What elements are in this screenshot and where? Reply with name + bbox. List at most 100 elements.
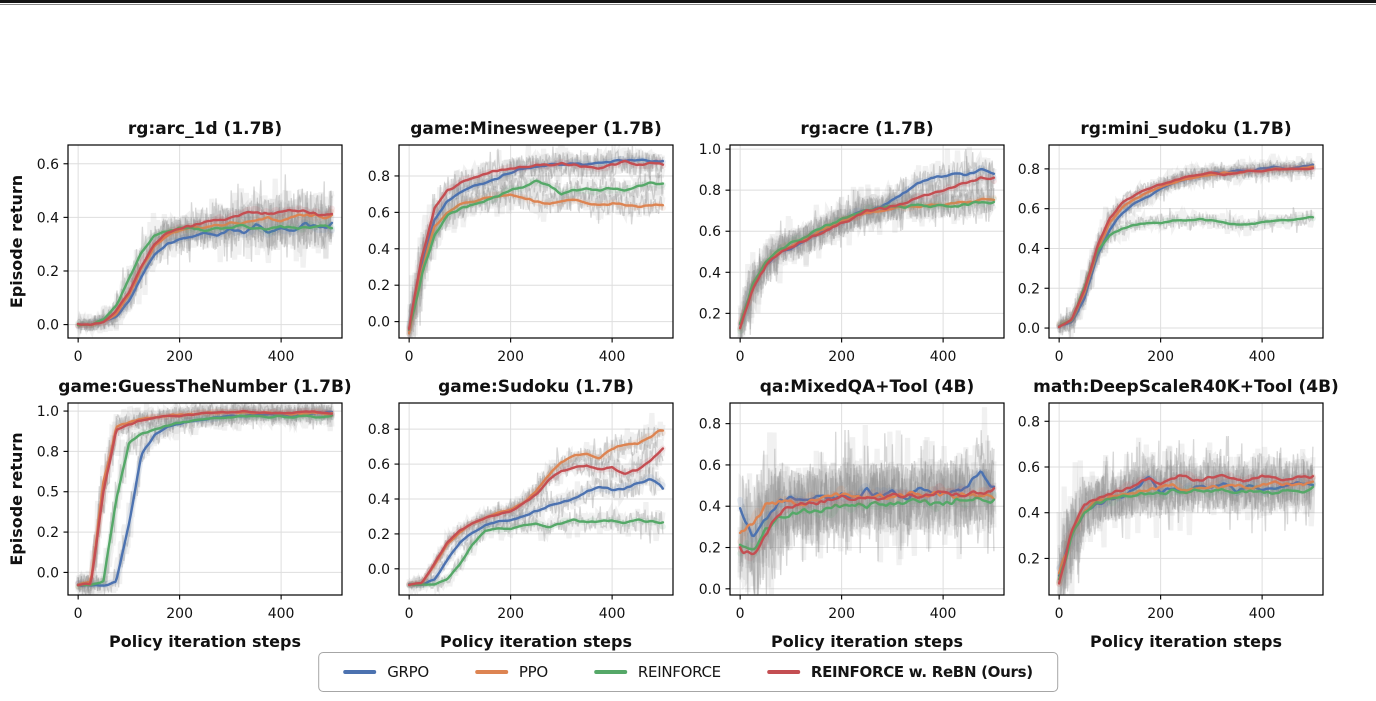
svg-text:0.2: 0.2 bbox=[699, 541, 721, 557]
series-line-rebn bbox=[76, 409, 334, 587]
svg-text:0.5: 0.5 bbox=[37, 485, 59, 501]
legend-item-reinforce: REINFORCE bbox=[593, 663, 721, 681]
svg-text:400: 400 bbox=[1249, 606, 1276, 622]
series-line-rebn bbox=[738, 176, 996, 330]
svg-text:0: 0 bbox=[74, 606, 83, 622]
noise-band bbox=[408, 426, 664, 590]
x-axis-label: Policy iteration steps bbox=[1090, 632, 1282, 651]
plot-spines bbox=[1048, 402, 1324, 596]
gridlines bbox=[399, 403, 673, 595]
tick-labels: 0.2 0.4 0.6 0.8 0 200 400 bbox=[1018, 414, 1276, 622]
svg-text:0.2: 0.2 bbox=[368, 527, 390, 543]
series-line-reinforce bbox=[407, 179, 665, 331]
svg-text:0: 0 bbox=[736, 349, 745, 365]
svg-text:0.8: 0.8 bbox=[368, 169, 390, 185]
svg-text:0.8: 0.8 bbox=[1018, 162, 1040, 178]
noise-band bbox=[1058, 435, 1314, 595]
noise-band bbox=[1058, 158, 1314, 336]
chart-game-minesweeper-1-7b-: 0.0 0.2 0.4 0.6 0.8 0 200 400 game:Minesweeper (… bbox=[368, 119, 674, 365]
legend-label-ppo: PPO bbox=[518, 663, 548, 681]
svg-text:0.0: 0.0 bbox=[37, 318, 59, 334]
svg-text:0.6: 0.6 bbox=[368, 205, 390, 221]
noise-band bbox=[737, 146, 996, 337]
series-line-ppo bbox=[407, 193, 665, 335]
noise-band bbox=[739, 149, 995, 337]
series-line-reinforce bbox=[1057, 215, 1315, 329]
noise-band bbox=[408, 441, 664, 591]
plot-spines bbox=[1048, 144, 1324, 339]
legend-label-grpo: GRPO bbox=[387, 663, 429, 681]
svg-text:0.0: 0.0 bbox=[37, 565, 59, 581]
ppo-line-swatch-icon bbox=[474, 670, 508, 674]
chart-title: game:Sudoku (1.7B) bbox=[438, 377, 634, 397]
y-axis-label: Episode return bbox=[7, 432, 26, 565]
noise-band bbox=[739, 177, 995, 335]
svg-text:200: 200 bbox=[166, 606, 193, 622]
legend: GRPO PPO REINFORCE REINFORCE w. ReBN (Ou… bbox=[318, 652, 1058, 692]
svg-text:0.4: 0.4 bbox=[368, 492, 390, 508]
noise-band bbox=[737, 437, 997, 593]
chart-game-sudoku-1-7b-: 0.0 0.2 0.4 0.6 0.8 0 200 400 game:Sudoku (1.7B)… bbox=[368, 377, 674, 651]
plot-area bbox=[1056, 152, 1316, 338]
chart-math-deepscaler40k-tool-4b-: 0.2 0.4 0.6 0.8 0 200 400 math:DeepScaleR40K+To… bbox=[1018, 377, 1339, 651]
rebn-line-swatch-icon bbox=[766, 670, 800, 674]
svg-text:400: 400 bbox=[268, 606, 295, 622]
svg-text:0.2: 0.2 bbox=[699, 306, 721, 322]
noise-band bbox=[1056, 445, 1316, 595]
noise-band bbox=[737, 437, 997, 595]
svg-text:0: 0 bbox=[405, 606, 414, 622]
svg-text:200: 200 bbox=[166, 349, 193, 365]
reinforce-line-swatch-icon bbox=[593, 670, 627, 674]
series-line-reinforce bbox=[737, 196, 997, 335]
svg-text:0.2: 0.2 bbox=[1018, 281, 1040, 297]
legend-item-grpo: GRPO bbox=[343, 663, 429, 681]
noise-band bbox=[408, 146, 664, 331]
svg-text:0.6: 0.6 bbox=[37, 157, 59, 173]
series-line-grpo bbox=[1057, 476, 1315, 577]
svg-text:0.4: 0.4 bbox=[368, 242, 390, 258]
series-line-reinforce bbox=[407, 518, 665, 586]
tick-labels: 0.0 0.2 0.4 0.6 0.8 0 200 400 bbox=[368, 422, 626, 622]
svg-text:0: 0 bbox=[1055, 349, 1064, 365]
tick-labels: 0.2 0.4 0.6 0.8 1.0 0 200 400 bbox=[699, 142, 957, 365]
series-line-rebn bbox=[76, 208, 334, 326]
svg-text:0.4: 0.4 bbox=[1018, 241, 1040, 257]
series-line-rebn bbox=[407, 447, 665, 587]
noise-band bbox=[406, 501, 666, 595]
svg-text:0.2: 0.2 bbox=[1018, 551, 1040, 567]
chart-title: rg:acre (1.7B) bbox=[800, 119, 933, 139]
noise-band bbox=[739, 430, 995, 595]
svg-text:0.6: 0.6 bbox=[368, 457, 390, 473]
noise-band bbox=[406, 145, 666, 338]
svg-text:1.0: 1.0 bbox=[699, 142, 721, 158]
noise-band bbox=[406, 164, 666, 338]
series-line-reinforce bbox=[76, 223, 334, 327]
svg-text:400: 400 bbox=[268, 349, 295, 365]
tick-labels: 0.0 0.2 0.5 0.8 1.0 0 200 400 bbox=[37, 404, 295, 622]
tick-labels: 0.0 0.2 0.4 0.6 0.8 0 200 400 bbox=[368, 169, 626, 365]
chart-title: math:DeepScaleR40K+Tool (4B) bbox=[1033, 377, 1339, 397]
series-line-reinforce bbox=[76, 414, 334, 587]
noise-band bbox=[408, 163, 664, 338]
svg-text:200: 200 bbox=[1147, 606, 1174, 622]
gridlines bbox=[1049, 403, 1323, 595]
chart-title: game:GuessTheNumber (1.7B) bbox=[58, 377, 351, 397]
series-line-grpo bbox=[76, 221, 334, 327]
plot-area bbox=[406, 412, 666, 595]
noise-band bbox=[739, 429, 995, 562]
series-line-reinforce bbox=[1057, 485, 1315, 581]
chart-title: rg:mini_sudoku (1.7B) bbox=[1080, 119, 1291, 139]
series-line-rebn bbox=[407, 159, 665, 330]
noise-band bbox=[1058, 447, 1314, 595]
svg-text:0.6: 0.6 bbox=[1018, 460, 1040, 476]
chart-qa-mixedqa-tool-4b-: 0.0 0.2 0.4 0.6 0.8 0 200 400 qa:MixedQA+Tool (4… bbox=[699, 377, 1005, 651]
plot-spines bbox=[398, 144, 674, 339]
chart-title: qa:MixedQA+Tool (4B) bbox=[760, 377, 974, 397]
plot-area bbox=[75, 174, 335, 338]
legend-label-rebn: REINFORCE w. ReBN (Ours) bbox=[810, 663, 1033, 681]
plot-area bbox=[75, 403, 335, 595]
chart-rg-arc-1d-1-7b-: 0.0 0.2 0.4 0.6 0 200 400 rg:arc_1d (1.7B) Episo… bbox=[7, 119, 343, 365]
svg-text:0.8: 0.8 bbox=[699, 183, 721, 199]
svg-text:1.0: 1.0 bbox=[37, 404, 59, 420]
legend-label-reinforce: REINFORCE bbox=[637, 663, 721, 681]
